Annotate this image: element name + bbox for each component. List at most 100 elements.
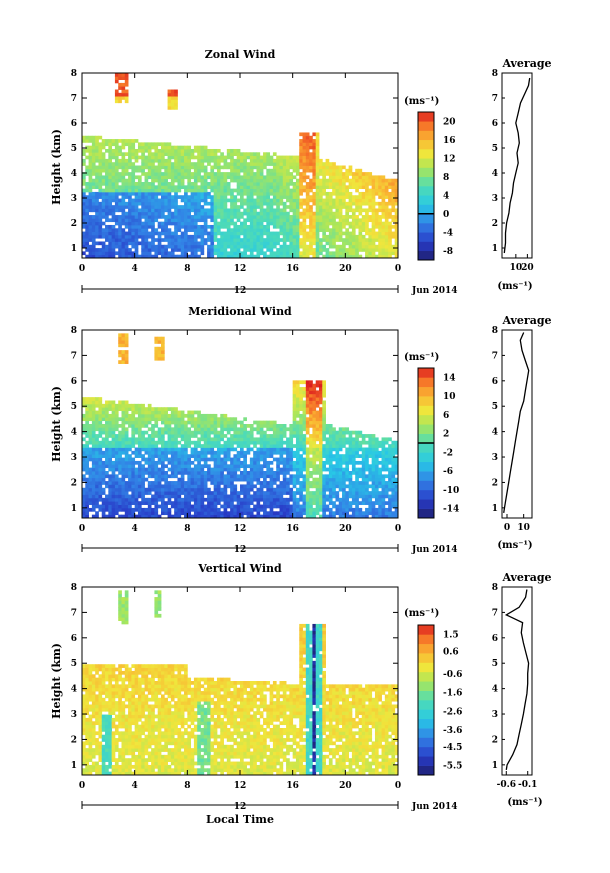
heatmap-cell	[105, 494, 109, 499]
heatmap-cell	[98, 208, 103, 213]
heatmap-cell	[170, 201, 175, 206]
heatmap-cell	[85, 407, 89, 411]
heatmap-cell	[299, 481, 303, 485]
heatmap-cell	[216, 474, 221, 479]
heatmap-cell	[355, 238, 359, 242]
heatmap-cell	[295, 165, 300, 170]
heatmap-cell	[174, 450, 178, 455]
heatmap-cell	[121, 471, 126, 475]
heatmap-cell	[233, 148, 238, 153]
heatmap-cell	[210, 501, 215, 505]
heatmap-cell	[295, 158, 300, 163]
heatmap-cell	[312, 231, 317, 236]
heatmap-cell	[338, 254, 343, 259]
heatmap-cell	[322, 185, 326, 190]
heatmap-cell	[230, 477, 234, 482]
heatmap-cell	[131, 450, 136, 455]
heatmap-cell	[365, 188, 369, 193]
heatmap-cell	[151, 494, 155, 499]
heatmap-cell	[134, 205, 139, 209]
heatmap-cell	[98, 155, 103, 160]
heatmap-cell	[256, 251, 261, 256]
heatmap-cell	[193, 182, 198, 186]
heatmap-cell	[203, 457, 208, 462]
heatmap-cell	[193, 504, 198, 509]
heatmap-cell	[203, 172, 208, 176]
heatmap-cell	[200, 501, 205, 505]
heatmap-cell	[223, 205, 228, 209]
heatmap-cell	[312, 201, 317, 206]
heatmap-cell	[371, 215, 376, 219]
heatmap-cell	[226, 511, 231, 516]
heatmap-cell	[302, 241, 307, 246]
heatmap-cell	[151, 450, 155, 455]
heatmap-cell	[124, 182, 129, 186]
heatmap-cell	[128, 148, 132, 153]
heatmap-cell	[184, 211, 188, 216]
heatmap-cell	[240, 437, 244, 442]
heatmap-cell	[177, 484, 182, 489]
heatmap-cell	[154, 185, 159, 190]
heatmap-cell	[299, 474, 303, 479]
heatmap-cell	[98, 410, 103, 415]
heatmap-cell	[170, 251, 175, 256]
heatmap-cell	[223, 188, 228, 193]
heatmap-cell	[121, 424, 126, 428]
heatmap-cell	[345, 201, 350, 206]
heatmap-cell	[371, 201, 376, 206]
heatmap-cell	[253, 457, 257, 462]
heatmap-cell	[309, 497, 313, 502]
heatmap-cell	[302, 152, 307, 156]
heatmap-cell	[322, 228, 326, 232]
heatmap-cell	[193, 215, 198, 219]
heatmap-cell	[88, 221, 93, 226]
heatmap-cell	[88, 168, 93, 173]
heatmap-cell	[272, 471, 277, 475]
heatmap-cell	[207, 238, 211, 242]
heatmap-cell	[167, 457, 172, 462]
heatmap-cell	[361, 178, 366, 183]
heatmap-cell	[105, 201, 109, 206]
heatmap-cell	[302, 215, 307, 219]
heatmap-cell	[187, 514, 192, 519]
heatmap-cell	[312, 165, 317, 170]
heatmap-cell	[335, 244, 340, 249]
heatmap-cell	[220, 238, 224, 242]
heatmap-cell	[276, 201, 280, 206]
heatmap-cell	[361, 224, 366, 229]
heatmap-cell	[210, 514, 215, 519]
heatmap-cell	[114, 221, 119, 226]
heatmap-cell	[82, 211, 86, 216]
heatmap-cell	[151, 231, 155, 236]
heatmap-cell	[207, 474, 211, 479]
heatmap-cell	[282, 450, 287, 455]
heatmap-cell	[207, 208, 211, 213]
heatmap-cell	[207, 413, 211, 418]
heatmap-cell	[210, 251, 215, 256]
heatmap-cell	[147, 158, 152, 163]
heatmap-cell	[286, 481, 290, 485]
heatmap-cell	[164, 165, 168, 170]
heatmap-cell	[299, 454, 303, 458]
heatmap-cell	[147, 201, 152, 206]
heatmap-cell	[302, 403, 307, 408]
heatmap-cell	[164, 182, 168, 186]
heatmap-cell	[154, 188, 159, 193]
heatmap-cell	[216, 444, 221, 448]
heatmap-cell	[279, 172, 284, 176]
heatmap-cell	[111, 514, 116, 519]
heatmap-cell	[177, 195, 182, 199]
heatmap-cell	[161, 501, 165, 505]
heatmap-cell	[216, 175, 221, 180]
heatmap-cell	[256, 457, 261, 462]
heatmap-cell	[309, 168, 313, 173]
heatmap-cell	[118, 231, 122, 236]
heatmap-cell	[213, 224, 218, 229]
heatmap-cell	[151, 198, 155, 203]
heatmap-cell	[174, 430, 178, 435]
heatmap-cell	[312, 497, 317, 502]
heatmap-cell	[187, 234, 192, 239]
heatmap-cell	[207, 162, 211, 166]
heatmap-cell	[105, 254, 109, 259]
heatmap-cell	[263, 191, 267, 196]
